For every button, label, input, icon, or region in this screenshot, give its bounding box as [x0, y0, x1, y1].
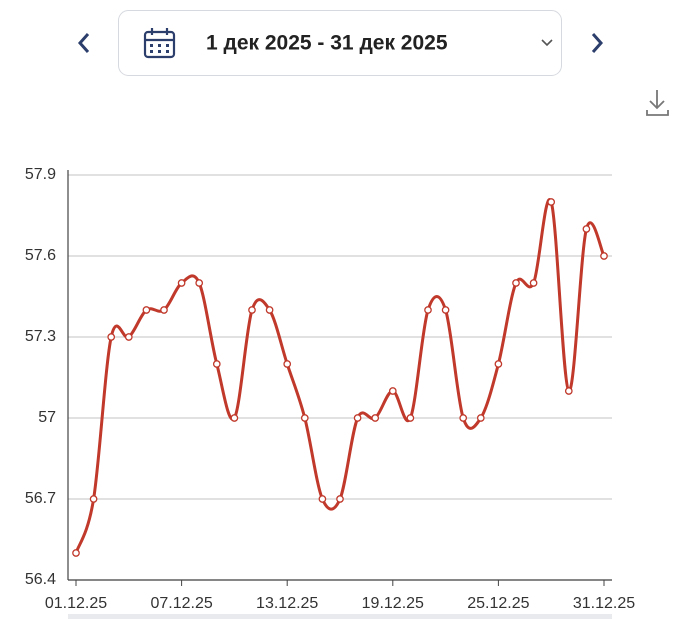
point	[547, 198, 556, 206]
point	[371, 414, 380, 422]
point	[318, 495, 327, 503]
point	[600, 252, 608, 260]
date-range: 1 дек 2025 - 31 дек 2025	[206, 32, 448, 55]
prev-button[interactable]	[77, 33, 90, 53]
point	[300, 414, 309, 422]
point	[89, 495, 98, 503]
point	[459, 414, 468, 422]
point	[72, 549, 80, 557]
point	[424, 306, 432, 314]
y-tick-label: 57.3	[25, 328, 56, 345]
point	[388, 387, 397, 395]
point	[248, 306, 256, 314]
point	[582, 225, 591, 233]
y-tick-label: 57.9	[25, 166, 56, 183]
calendar-icon	[143, 28, 176, 59]
point	[476, 414, 485, 422]
point	[564, 387, 573, 395]
x-tick-label: 01.12.25	[45, 595, 107, 612]
point	[142, 306, 151, 314]
point	[494, 360, 503, 368]
x-tick-label: 31.12.25	[573, 595, 635, 612]
x-tick-label: 19.12.25	[362, 595, 424, 612]
point	[107, 333, 116, 341]
x-tick-label: 25.12.25	[467, 595, 529, 612]
point	[124, 333, 133, 341]
point	[177, 279, 186, 287]
date-picker[interactable]	[118, 10, 562, 76]
x-tick-label: 07.12.25	[150, 595, 212, 612]
y-tick-label: 56.4	[25, 571, 56, 588]
y-tick-label: 57.6	[25, 247, 56, 264]
point	[212, 360, 221, 368]
point	[283, 360, 292, 368]
dropdown-arrow[interactable]	[541, 39, 553, 47]
point	[512, 279, 520, 287]
point	[353, 414, 362, 422]
y-tick-label: 57	[38, 409, 56, 426]
point	[441, 306, 450, 314]
point	[230, 414, 239, 422]
point	[529, 279, 538, 287]
scrollbar	[68, 614, 612, 619]
point	[160, 306, 168, 314]
point	[195, 279, 204, 287]
next-button[interactable]	[591, 33, 604, 53]
y-tick-label: 56.7	[25, 490, 56, 507]
point	[406, 414, 415, 422]
x-tick-label: 13.12.25	[256, 595, 318, 612]
download-button[interactable]	[646, 90, 669, 116]
point	[265, 306, 274, 314]
point	[336, 495, 344, 503]
